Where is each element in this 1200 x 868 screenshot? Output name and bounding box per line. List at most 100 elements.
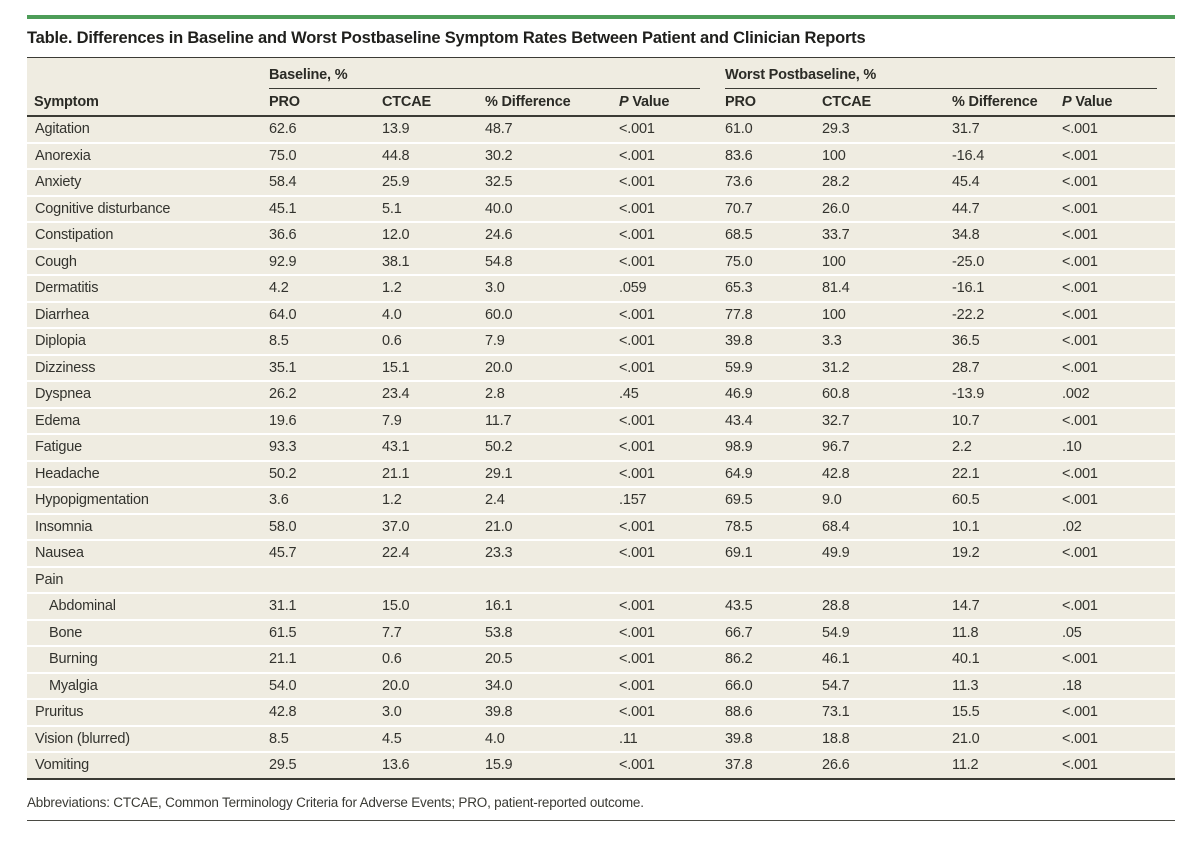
table-row: Vomiting 29.5 13.6 15.9 <.001 37.8 26.6 11.2 <.0…	[27, 752, 1176, 780]
value-cell: 11.2	[945, 752, 1056, 780]
value-cell: 64.0	[262, 301, 375, 329]
column-header: PRO	[718, 89, 816, 117]
value-cell: 21.0	[945, 725, 1056, 753]
table-row: Cough 92.9 38.1 54.8 <.001 75.0 100 -25.0 <.001	[27, 248, 1176, 276]
value-cell: 75.0	[262, 142, 375, 170]
header-group-label: Worst Postbaseline, %	[718, 58, 1176, 89]
value-cell: 64.9	[718, 460, 816, 488]
table-header: Baseline, % Worst Postbaseline, % Symptom P…	[27, 58, 1176, 117]
value-cell: 50.2	[262, 460, 375, 488]
value-cell: 19.2	[945, 540, 1056, 568]
value-cell: 68.5	[718, 222, 816, 250]
value-cell: 11.7	[478, 407, 612, 435]
value-cell: 1.2	[375, 275, 478, 303]
value-cell: <.001	[1055, 328, 1176, 356]
table-row: Constipation 36.6 12.0 24.6 <.001 68.5 33.7 34.…	[27, 222, 1176, 250]
value-cell: 49.9	[815, 540, 946, 568]
value-cell: 32.5	[478, 169, 612, 197]
value-cell: <.001	[612, 672, 719, 700]
symptom-cell: Bone	[27, 619, 262, 647]
value-cell: 13.6	[375, 752, 478, 780]
value-cell: 2.2	[945, 434, 1056, 462]
value-cell: 68.4	[815, 513, 946, 541]
value-cell: 44.7	[945, 195, 1056, 223]
value-cell: <.001	[612, 699, 719, 727]
value-cell: 45.4	[945, 169, 1056, 197]
table-row: Fatigue 93.3 43.1 50.2 <.001 98.9 96.7 2.2.10	[27, 434, 1176, 462]
table-row: Agitation 62.6 13.9 48.7 <.001 61.0 29.3 31.7 <.…	[27, 116, 1176, 144]
value-cell: <.001	[1055, 540, 1176, 568]
value-cell: .002	[1055, 381, 1176, 409]
table-row: Dizziness 35.1 15.1 20.0 <.001 59.9 31.2 28.7 <.…	[27, 354, 1176, 382]
value-cell: .05	[1055, 619, 1176, 647]
value-cell: 24.6	[478, 222, 612, 250]
header-columns-row: Symptom PRO CTCAE% Difference P Value PRO CTC…	[27, 89, 1176, 117]
header-group-label: Baseline, %	[262, 58, 719, 89]
value-cell: 66.7	[718, 619, 816, 647]
value-cell: 54.7	[815, 672, 946, 700]
value-cell: 21.1	[375, 460, 478, 488]
value-cell: 4.5	[375, 725, 478, 753]
value-cell	[815, 566, 946, 594]
value-cell	[478, 566, 612, 594]
value-cell	[262, 566, 375, 594]
header-group-spacer	[27, 58, 262, 89]
abbreviations-note: Abbreviations: CTCAE, Common Terminology…	[27, 794, 644, 810]
table-row: Abdominal 31.1 15.0 16.1 <.001 43.5 28.8 14.7 <.…	[27, 593, 1176, 621]
value-cell: 22.4	[375, 540, 478, 568]
table-row: Headache 50.2 21.1 29.1 <.001 64.9 42.8 22.1 <.0…	[27, 460, 1176, 488]
value-cell: 48.7	[478, 116, 612, 144]
value-cell: 60.0	[478, 301, 612, 329]
symptom-cell: Fatigue	[27, 434, 262, 462]
value-cell: 38.1	[375, 248, 478, 276]
symptom-cell: Burning	[27, 646, 262, 674]
value-cell: <.001	[612, 434, 719, 462]
value-cell: <.001	[1055, 301, 1176, 329]
header-group-row: Baseline, % Worst Postbaseline, %	[27, 58, 1176, 89]
header-group-text: Worst Postbaseline, %	[725, 62, 1158, 89]
value-cell: 100	[815, 301, 946, 329]
value-cell: 1.2	[375, 487, 478, 515]
value-cell: 43.1	[375, 434, 478, 462]
symptom-cell: Diarrhea	[27, 301, 262, 329]
value-cell: 42.8	[815, 460, 946, 488]
symptom-cell: Myalgia	[27, 672, 262, 700]
value-cell: 4.0	[478, 725, 612, 753]
symptom-cell: Constipation	[27, 222, 262, 250]
table-row: Burning 21.1 0.6 20.5 <.001 86.2 46.1 40.1 <.001	[27, 646, 1176, 674]
symptom-cell: Hypopigmentation	[27, 487, 262, 515]
column-header: P Value	[612, 89, 719, 117]
value-cell: 100	[815, 248, 946, 276]
value-cell: 61.0	[718, 116, 816, 144]
value-cell: <.001	[1055, 222, 1176, 250]
header-group-text: Baseline, %	[269, 62, 701, 89]
table-row: Nausea 45.7 22.4 23.3 <.001 69.1 49.9 19.2 <.001	[27, 540, 1176, 568]
value-cell: <.001	[612, 752, 719, 780]
value-cell: 54.8	[478, 248, 612, 276]
column-header: CTCAE	[375, 89, 478, 117]
value-cell: <.001	[1055, 248, 1176, 276]
table-row: Dyspnea 26.2 23.4 2.8.45 46.9 60.8 -13.9.002	[27, 381, 1176, 409]
value-cell: 28.8	[815, 593, 946, 621]
value-cell	[612, 566, 719, 594]
symptom-cell: Pruritus	[27, 699, 262, 727]
value-cell: 39.8	[718, 328, 816, 356]
value-cell: 100	[815, 142, 946, 170]
value-cell: 0.6	[375, 328, 478, 356]
value-cell: 29.3	[815, 116, 946, 144]
value-cell: <.001	[612, 540, 719, 568]
symptom-cell: Agitation	[27, 116, 262, 144]
value-cell: -16.4	[945, 142, 1056, 170]
value-cell: 58.0	[262, 513, 375, 541]
value-cell: 7.7	[375, 619, 478, 647]
value-cell: 8.5	[262, 725, 375, 753]
value-cell: 11.3	[945, 672, 1056, 700]
table-row: Cognitive disturbance 45.1 5.1 40.0 <.001 70.…	[27, 195, 1176, 223]
value-cell: 34.8	[945, 222, 1056, 250]
title-rule	[27, 57, 1175, 58]
value-cell: 28.2	[815, 169, 946, 197]
value-cell: 23.3	[478, 540, 612, 568]
symptom-cell: Edema	[27, 407, 262, 435]
table-row: Bone 61.5 7.7 53.8 <.001 66.7 54.9 11.8.05	[27, 619, 1176, 647]
value-cell: 8.5	[262, 328, 375, 356]
